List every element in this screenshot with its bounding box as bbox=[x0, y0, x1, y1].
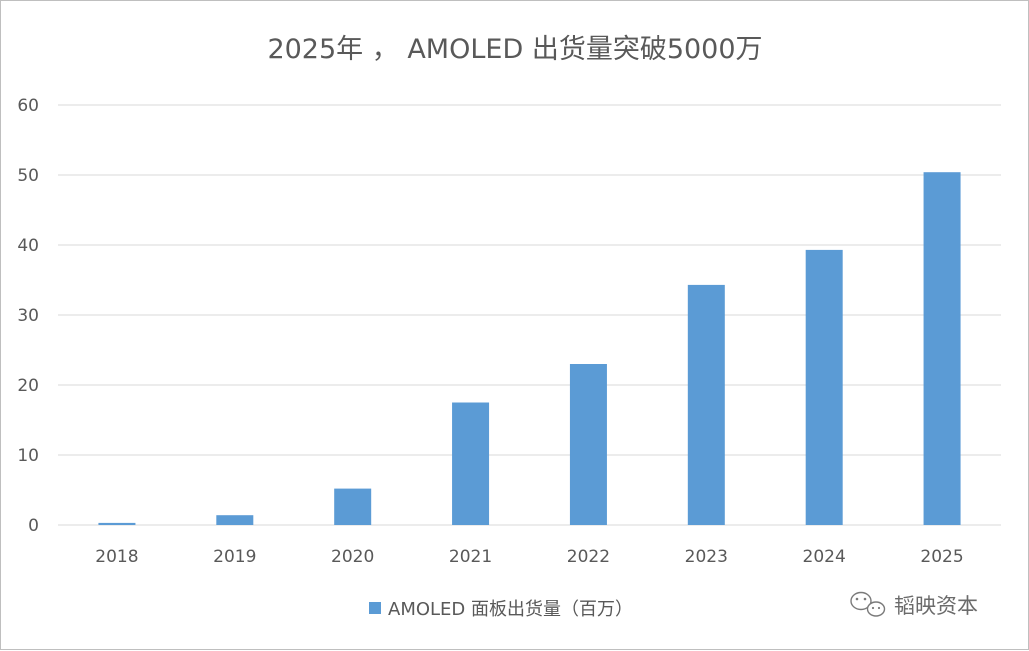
bar-2021 bbox=[452, 402, 490, 525]
x-axis-ticks: 2018 2019 2020 2021 2022 2023 2024 2025 bbox=[95, 547, 963, 567]
x-tick-label: 2025 bbox=[920, 547, 963, 567]
bar-2018 bbox=[98, 522, 136, 525]
y-axis-ticks: 0 10 20 30 40 50 60 bbox=[17, 96, 39, 536]
y-tick-label: 10 bbox=[17, 446, 39, 466]
x-tick-label: 2023 bbox=[685, 547, 728, 567]
x-tick-label: 2020 bbox=[331, 547, 374, 567]
legend-swatch bbox=[369, 602, 381, 614]
bars bbox=[98, 172, 961, 525]
y-tick-label: 30 bbox=[17, 306, 39, 326]
chart-title: 2025年 ， AMOLED 出货量突破5000万 bbox=[267, 34, 762, 65]
legend: AMOLED 面板出货量（百万） bbox=[369, 599, 633, 620]
y-tick-label: 50 bbox=[17, 166, 39, 186]
x-tick-label: 2024 bbox=[803, 547, 846, 567]
wechat-icon bbox=[850, 591, 886, 617]
bar-2023 bbox=[687, 284, 725, 525]
bar-2022 bbox=[569, 364, 607, 525]
bar-2024 bbox=[805, 249, 843, 525]
gridlines bbox=[58, 104, 1001, 526]
bar-2020 bbox=[334, 488, 372, 525]
x-tick-label: 2022 bbox=[567, 547, 610, 567]
y-tick-label: 0 bbox=[28, 516, 39, 536]
y-tick-label: 60 bbox=[17, 96, 39, 116]
x-tick-label: 2021 bbox=[449, 547, 492, 567]
watermark-text: 韬映资本 bbox=[894, 594, 978, 618]
y-tick-label: 40 bbox=[17, 236, 39, 256]
legend-label: AMOLED 面板出货量（百万） bbox=[388, 599, 633, 620]
x-tick-label: 2018 bbox=[95, 547, 138, 567]
x-tick-label: 2019 bbox=[213, 547, 256, 567]
bar-2019 bbox=[216, 515, 254, 525]
bar-2025 bbox=[923, 172, 961, 525]
watermark: 韬映资本 bbox=[850, 591, 978, 618]
y-tick-label: 20 bbox=[17, 376, 39, 396]
